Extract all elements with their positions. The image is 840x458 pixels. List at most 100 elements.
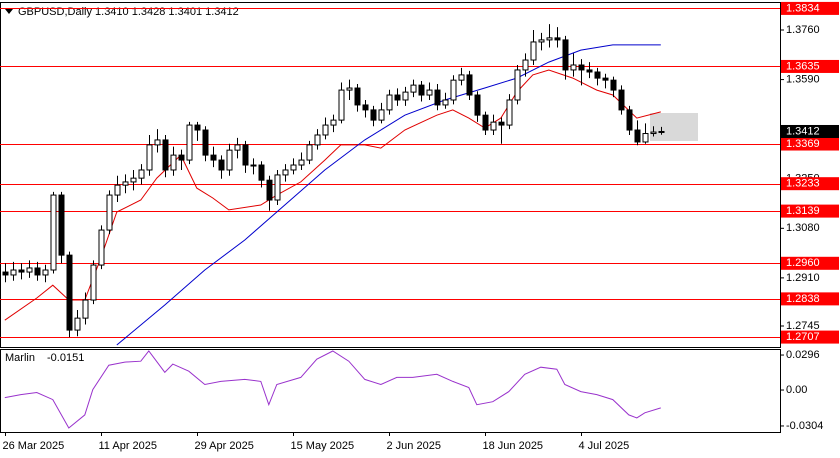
x-tick-label: 26 Mar 2025 — [3, 440, 65, 452]
candle-body — [10, 269, 17, 276]
y-tick-label: 0.0296 — [786, 349, 820, 361]
candle-body — [418, 84, 425, 96]
candle-body — [114, 184, 121, 196]
candle-body — [250, 164, 257, 167]
candle-body — [482, 114, 489, 131]
candle-body — [122, 181, 129, 186]
candle-body — [362, 104, 369, 111]
candle-body — [626, 109, 633, 131]
candle-body — [562, 39, 569, 71]
candle-body — [522, 59, 529, 71]
candle-body — [266, 179, 273, 201]
candle-body — [386, 94, 393, 111]
candle-body — [258, 164, 265, 181]
candle-body — [530, 41, 537, 61]
level-label: 1.3139 — [786, 205, 820, 217]
y-tick-label: -0.0304 — [786, 420, 823, 432]
chart-title: GBPUSD,Daily 1.3410 1.3428 1.3401 1.3412 — [18, 6, 239, 18]
y-tick-label: 1.2745 — [786, 320, 820, 332]
candle-body — [210, 154, 217, 161]
level-label-box — [781, 256, 839, 270]
candle-body — [170, 154, 177, 171]
level-label-box — [781, 204, 839, 218]
last-price-box — [781, 124, 839, 138]
candle-body — [282, 169, 289, 176]
candle-body — [98, 229, 105, 266]
candle-body — [218, 159, 225, 171]
candle-body — [650, 131, 657, 135]
candle-body — [146, 144, 153, 171]
candle-body — [578, 64, 585, 71]
candle-body — [458, 74, 465, 81]
candle-body — [466, 74, 473, 96]
level-label: 1.3834 — [786, 2, 820, 14]
candle-body — [370, 109, 377, 121]
level-label-box — [781, 292, 839, 306]
candle-body — [594, 71, 601, 79]
x-tick-label: 18 Jun 2025 — [483, 440, 544, 452]
candle-body — [138, 169, 145, 179]
candle-body — [410, 84, 417, 93]
candle-body — [2, 271, 9, 276]
candle-body — [506, 99, 513, 126]
candle-body — [186, 124, 193, 161]
candle-body — [226, 149, 233, 171]
candle-body — [354, 87, 361, 106]
candle-body — [642, 133, 649, 143]
last-price-label: 1.3412 — [786, 125, 820, 137]
indicator-name: Marlin — [5, 352, 35, 364]
candle-body — [154, 139, 161, 146]
candle-body — [474, 94, 481, 116]
candle-body — [586, 69, 593, 73]
candle-body — [602, 77, 609, 81]
candle-body — [570, 64, 577, 71]
candle-body — [538, 39, 545, 43]
x-tick-label: 2 Jun 2025 — [387, 440, 441, 452]
level-label: 1.2707 — [786, 331, 820, 343]
candle-body — [322, 124, 329, 136]
candle-body — [234, 144, 241, 151]
x-tick-label: 15 May 2025 — [291, 440, 355, 452]
candle-body — [490, 121, 497, 131]
candle-body — [658, 130, 665, 133]
level-label: 1.2838 — [786, 293, 820, 305]
y-tick-label: 1.2910 — [786, 272, 820, 284]
candle-body — [450, 79, 457, 101]
candle-body — [58, 194, 65, 256]
level-label: 1.3369 — [786, 138, 820, 150]
candle-body — [74, 317, 81, 331]
y-tick-label: 1.3590 — [786, 73, 820, 85]
candle-body — [130, 177, 137, 183]
candle-body — [50, 194, 57, 271]
candle-body — [42, 269, 49, 276]
collapse-arrow — [5, 9, 13, 14]
candle-body — [26, 267, 33, 273]
candle-body — [18, 269, 25, 273]
indicator-line — [4, 350, 661, 429]
candle-body — [442, 99, 449, 106]
candle-body — [242, 144, 249, 166]
level-label-box — [781, 177, 839, 191]
indicator-line — [116, 44, 661, 346]
candle-body — [402, 91, 409, 101]
level-label: 1.3233 — [786, 178, 820, 190]
candle-body — [514, 69, 521, 101]
candle-body — [346, 87, 353, 91]
x-tick-label: 4 Jul 2025 — [579, 440, 630, 452]
level-label: 1.2960 — [786, 257, 820, 269]
candle-body — [194, 124, 201, 131]
level-label: 1.3635 — [786, 60, 820, 72]
candle-body — [330, 119, 337, 126]
candle-body — [314, 134, 321, 146]
level-label-box — [781, 1, 839, 15]
candle-body — [306, 144, 313, 161]
level-label-box — [781, 137, 839, 151]
candle-body — [610, 79, 617, 91]
candle-body — [426, 89, 433, 96]
candle-body — [202, 129, 209, 156]
level-label-box — [781, 59, 839, 73]
candle-body — [546, 37, 553, 41]
candle-body — [66, 254, 73, 331]
candle-body — [554, 37, 561, 41]
